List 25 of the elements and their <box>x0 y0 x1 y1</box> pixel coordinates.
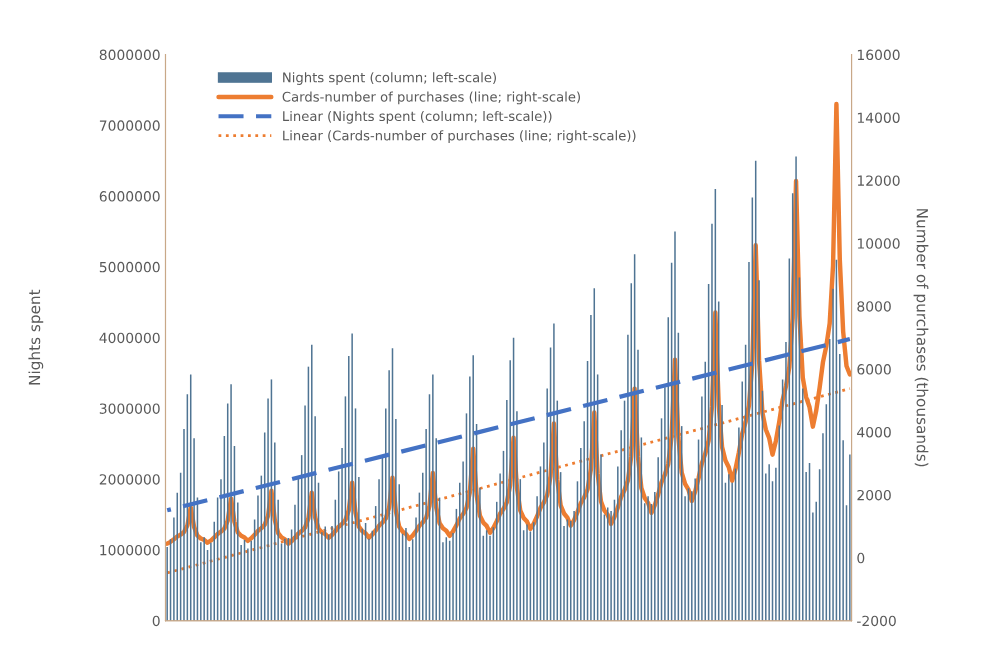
y-tick-label: 4000000 <box>99 332 160 344</box>
y-tick-label: 5000000 <box>99 261 160 273</box>
y-tick-label: 7000000 <box>99 120 160 131</box>
y2-tick-label: 2000 <box>857 489 891 501</box>
y-tick-label: 6000000 <box>99 191 160 202</box>
y2-axis-title: Number of purchases (thousands) <box>913 209 929 467</box>
y-tick-label: 2000000 <box>99 474 160 485</box>
y-tick-label: 1000000 <box>100 544 160 556</box>
legend-label: Cards-number of purchases (line; right-scale) <box>282 91 580 105</box>
y-axis-title: Nights spent <box>28 289 44 385</box>
legend-label: Linear (Cards-number of purchases (line; right-scale)) <box>283 130 636 144</box>
y2-tick-label: 12000 <box>857 175 900 186</box>
y2-tick-label: 0 <box>857 552 865 564</box>
y2-tick-label: 16000 <box>857 49 900 61</box>
y2-tick-label: 4000 <box>857 426 891 438</box>
y-tick-label: 8000000 <box>99 49 160 61</box>
y2-tick-label: 6000 <box>857 364 891 375</box>
y-tick-label: 3000000 <box>99 403 160 414</box>
y2-tick-label: -2000 <box>857 615 896 627</box>
legend-label: Linear (Nights spent (column; left-scale)) <box>283 110 552 124</box>
legend-label: Nights spent (column; left-scale) <box>283 72 496 85</box>
y2-tick-label: 8000 <box>857 301 891 312</box>
y2-tick-label: 10000 <box>857 238 900 249</box>
y-tick-label: 0 <box>152 615 160 627</box>
y2-tick-label: 14000 <box>857 112 900 123</box>
